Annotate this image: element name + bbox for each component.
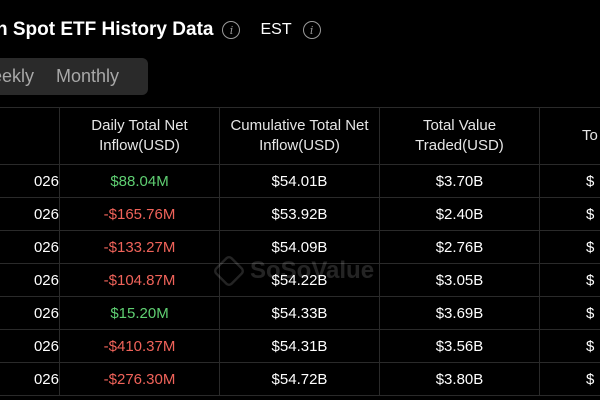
cell-total-value-traded: $3.80B <box>380 363 540 395</box>
cell-date: 026 <box>0 165 60 197</box>
table-row[interactable]: 026 -$133.27M $54.09B $2.76B $ <box>0 231 600 264</box>
cell-total-assets: $ <box>540 363 600 395</box>
cell-cumulative-net-inflow: $54.72B <box>220 363 380 395</box>
cell-total-assets-value: $ <box>586 370 595 388</box>
cell-total-value-traded-value: $3.69B <box>435 304 484 322</box>
table-row[interactable]: 026 -$165.76M $53.92B $2.40B $ <box>0 198 600 231</box>
cell-daily-net-inflow-value: -$410.37M <box>103 337 176 355</box>
cell-total-value-traded: $3.70B <box>380 165 540 197</box>
cell-daily-net-inflow-value: -$276.30M <box>103 370 176 388</box>
cell-total-assets: $ <box>540 264 600 296</box>
info-icon[interactable]: i <box>222 21 241 39</box>
cell-cumulative-net-inflow-value: $54.33B <box>271 304 328 322</box>
cell-total-value-traded-value: $3.80B <box>435 370 484 388</box>
cell-cumulative-net-inflow-value: $54.72B <box>271 370 328 388</box>
cell-date: 026 <box>0 297 60 329</box>
tab-weekly[interactable]: eekly <box>0 66 35 86</box>
header: n Spot ETF History Data i EST i <box>0 16 321 44</box>
cell-daily-net-inflow: -$410.37M <box>60 330 220 362</box>
cell-date-value: 026 <box>33 370 59 388</box>
cell-date: 026 <box>0 198 60 230</box>
cell-date-value: 026 <box>33 238 59 256</box>
cell-daily-net-inflow: -$165.76M <box>60 198 220 230</box>
cell-total-value-traded: $2.76B <box>380 231 540 263</box>
cell-date-value: 026 <box>33 271 59 289</box>
table-row[interactable]: 026 -$104.87M $54.22B $3.05B $ <box>0 264 600 297</box>
cell-total-value-traded-value: $3.56B <box>435 337 484 355</box>
cell-cumulative-net-inflow: $54.33B <box>220 297 380 329</box>
cell-cumulative-net-inflow-value: $54.22B <box>271 271 328 289</box>
cell-cumulative-net-inflow: $54.22B <box>220 264 380 296</box>
cell-total-value-traded-value: $2.40B <box>435 205 484 223</box>
table-header-row: Daily Total Net Inflow(USD) Cumulative T… <box>0 107 600 165</box>
cell-total-assets: $ <box>540 165 600 197</box>
cell-total-value-traded-value: $3.70B <box>435 172 484 190</box>
tab-monthly[interactable]: Monthly <box>56 66 120 86</box>
cell-total-assets-value: $ <box>586 271 595 289</box>
cell-date-value: 026 <box>33 337 59 355</box>
cell-total-value-traded: $3.56B <box>380 330 540 362</box>
page-title: n Spot ETF History Data <box>0 19 214 40</box>
cell-cumulative-net-inflow: $53.92B <box>220 198 380 230</box>
table-body: 026 $88.04M $54.01B $3.70B $026 -$165.76M $53.… <box>0 165 600 396</box>
cell-date-value: 026 <box>33 304 59 322</box>
cell-total-value-traded: $3.05B <box>380 264 540 296</box>
cell-total-assets-value: $ <box>586 238 595 256</box>
cell-daily-net-inflow-value: -$165.76M <box>103 205 176 223</box>
cell-total-value-traded-value: $3.05B <box>435 271 484 289</box>
cell-cumulative-net-inflow: $54.01B <box>220 165 380 197</box>
cell-cumulative-net-inflow-value: $54.09B <box>271 238 328 256</box>
cell-date: 026 <box>0 363 60 395</box>
cell-daily-net-inflow: $88.04M <box>60 165 220 197</box>
timezone-label: EST <box>260 21 292 38</box>
cell-cumulative-net-inflow-value: $53.92B <box>271 205 328 223</box>
table-row[interactable]: 026 -$276.30M $54.72B $3.80B $ <box>0 363 600 396</box>
cell-total-assets: $ <box>540 330 600 362</box>
cell-daily-net-inflow: -$276.30M <box>60 363 220 395</box>
cell-date-value: 026 <box>33 172 59 190</box>
table-row[interactable]: 026 $88.04M $54.01B $3.70B $ <box>0 165 600 198</box>
cell-daily-net-inflow: $15.20M <box>60 297 220 329</box>
table-row[interactable]: 026 -$410.37M $54.31B $3.56B $ <box>0 330 600 363</box>
cell-cumulative-net-inflow-value: $54.01B <box>271 172 328 190</box>
cell-daily-net-inflow-value: $88.04M <box>110 172 169 190</box>
cell-total-assets: $ <box>540 198 600 230</box>
cell-total-assets-value: $ <box>586 205 595 223</box>
cell-cumulative-net-inflow: $54.09B <box>220 231 380 263</box>
column-header-total-assets[interactable]: To Ass <box>540 108 600 164</box>
column-header-daily-net-inflow[interactable]: Daily Total Net Inflow(USD) <box>60 108 220 164</box>
column-header-total-value-traded[interactable]: Total Value Traded(USD) <box>380 108 540 164</box>
cell-daily-net-inflow: -$104.87M <box>60 264 220 296</box>
cell-total-value-traded: $2.40B <box>380 198 540 230</box>
column-header-date[interactable] <box>0 108 60 164</box>
cell-date: 026 <box>0 231 60 263</box>
cell-total-assets: $ <box>540 231 600 263</box>
cell-total-assets-value: $ <box>586 304 595 322</box>
period-segmented-control: eekly Monthly <box>0 58 148 95</box>
column-header-cumulative-net-inflow[interactable]: Cumulative Total Net Inflow(USD) <box>220 108 380 164</box>
cell-daily-net-inflow-value: -$104.87M <box>103 271 176 289</box>
cell-total-assets: $ <box>540 297 600 329</box>
timezone-info-icon[interactable]: i <box>302 21 321 39</box>
cell-date: 026 <box>0 264 60 296</box>
cell-daily-net-inflow-value: -$133.27M <box>103 238 176 256</box>
cell-total-assets-value: $ <box>586 172 595 190</box>
cell-date: 026 <box>0 330 60 362</box>
etf-history-table: Daily Total Net Inflow(USD) Cumulative T… <box>0 107 600 396</box>
cell-daily-net-inflow: -$133.27M <box>60 231 220 263</box>
cell-total-value-traded: $3.69B <box>380 297 540 329</box>
cell-total-value-traded-value: $2.76B <box>435 238 484 256</box>
cell-cumulative-net-inflow: $54.31B <box>220 330 380 362</box>
cell-total-assets-value: $ <box>586 337 595 355</box>
cell-cumulative-net-inflow-value: $54.31B <box>271 337 328 355</box>
table-row[interactable]: 026 $15.20M $54.33B $3.69B $ <box>0 297 600 330</box>
cell-daily-net-inflow-value: $15.20M <box>110 304 169 322</box>
cell-date-value: 026 <box>33 205 59 223</box>
